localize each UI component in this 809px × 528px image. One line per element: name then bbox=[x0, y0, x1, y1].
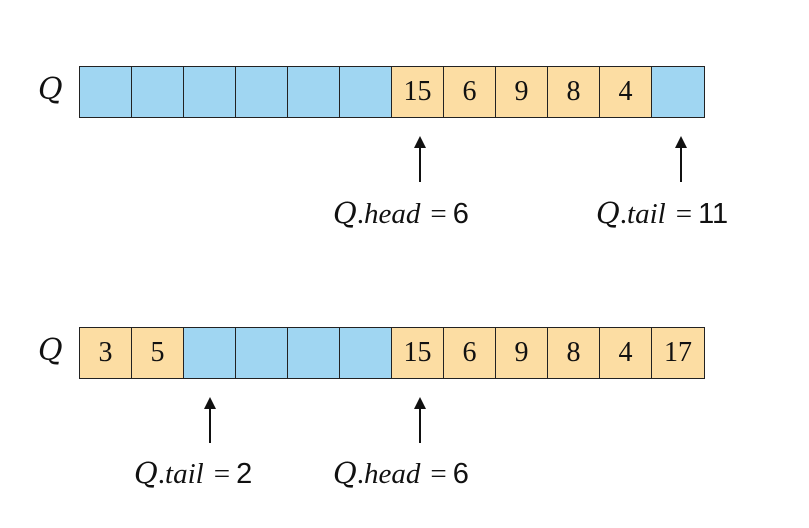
tail-arrow-icon bbox=[675, 136, 687, 182]
pointer-value: 6 bbox=[452, 458, 469, 490]
array-cell bbox=[236, 67, 288, 117]
pointer-value: 11 bbox=[698, 198, 729, 230]
q-symbol: Q bbox=[596, 196, 620, 230]
array-cell: 4 bbox=[600, 328, 652, 378]
queue-label-top: Q bbox=[38, 72, 63, 107]
equals-sign: = bbox=[675, 198, 693, 230]
array-cell: 5 bbox=[132, 328, 184, 378]
field-name: head bbox=[364, 458, 421, 490]
equals-sign: = bbox=[213, 458, 231, 490]
q-symbol: Q bbox=[134, 456, 158, 490]
dot-symbol: . bbox=[356, 458, 365, 490]
queue-label-bottom: Q bbox=[38, 333, 63, 368]
array-cell: 17 bbox=[652, 328, 704, 378]
dot-symbol: . bbox=[356, 198, 365, 230]
array-cell bbox=[80, 67, 132, 117]
array-cell bbox=[236, 328, 288, 378]
head-arrow-icon bbox=[414, 397, 426, 443]
q-symbol: Q bbox=[333, 456, 357, 490]
head-pointer-label-top: Q.head = 6 bbox=[333, 196, 469, 231]
dot-symbol: . bbox=[157, 458, 166, 490]
array-cell: 9 bbox=[496, 328, 548, 378]
array-cell: 3 bbox=[80, 328, 132, 378]
tail-pointer-label-top: Q.tail = 11 bbox=[596, 196, 728, 231]
array-cell: 8 bbox=[548, 328, 600, 378]
head-arrow-icon bbox=[414, 136, 426, 182]
tail-pointer-label-bottom: Q.tail = 2 bbox=[134, 456, 252, 491]
queue-array-bottom: 3 5 15 6 9 8 4 17 bbox=[79, 327, 705, 379]
field-name: tail bbox=[627, 198, 666, 230]
array-cell bbox=[652, 67, 704, 117]
q-symbol: Q bbox=[333, 196, 357, 230]
array-cell: 9 bbox=[496, 67, 548, 117]
array-cell: 6 bbox=[444, 67, 496, 117]
array-cell: 4 bbox=[600, 67, 652, 117]
queue-array-top: 15 6 9 8 4 bbox=[79, 66, 705, 118]
array-cell bbox=[288, 328, 340, 378]
array-cell bbox=[184, 67, 236, 117]
array-cell: 8 bbox=[548, 67, 600, 117]
array-cell bbox=[132, 67, 184, 117]
pointer-value: 6 bbox=[452, 198, 469, 230]
field-name: tail bbox=[165, 458, 204, 490]
tail-arrow-icon bbox=[204, 397, 216, 443]
array-cell: 15 bbox=[392, 328, 444, 378]
array-cell: 6 bbox=[444, 328, 496, 378]
array-cell bbox=[184, 328, 236, 378]
array-cell bbox=[340, 328, 392, 378]
array-cell bbox=[288, 67, 340, 117]
equals-sign: = bbox=[430, 458, 447, 490]
array-cell: 15 bbox=[392, 67, 444, 117]
dot-symbol: . bbox=[619, 198, 628, 230]
array-cell bbox=[340, 67, 392, 117]
head-pointer-label-bottom: Q.head = 6 bbox=[333, 456, 469, 491]
pointer-value: 2 bbox=[236, 458, 253, 490]
field-name: head bbox=[364, 198, 421, 230]
equals-sign: = bbox=[430, 198, 447, 230]
